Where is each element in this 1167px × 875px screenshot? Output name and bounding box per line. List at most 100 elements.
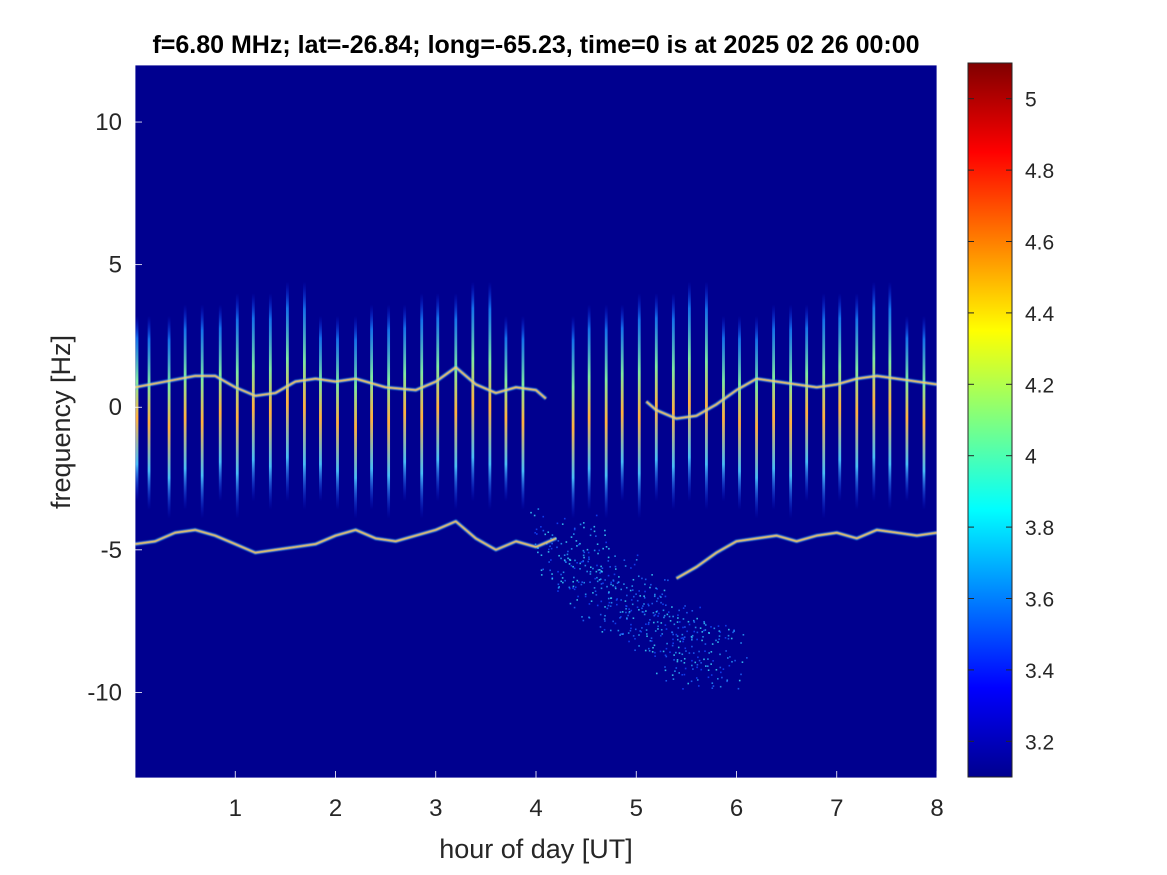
scatter-point (649, 639, 652, 642)
vertical-streak (822, 293, 826, 519)
scatter-point (596, 576, 598, 579)
scatter-point (683, 657, 686, 660)
scatter-point (682, 626, 684, 629)
scatter-point (648, 621, 650, 624)
scatter-point (635, 593, 637, 595)
scatter-point (599, 613, 602, 616)
scatter-point (547, 531, 550, 533)
scatter-point (610, 601, 613, 604)
scatter-point (628, 640, 630, 643)
scatter-point (564, 579, 566, 582)
scatter-point (610, 597, 612, 600)
vertical-streak (571, 315, 575, 519)
scatter-point (614, 555, 616, 557)
scatter-point (573, 576, 575, 579)
scatter-point (620, 633, 623, 635)
scatter-point (724, 637, 727, 639)
scatter-point (607, 574, 610, 577)
scatter-point (644, 578, 647, 581)
scatter-point (726, 679, 729, 682)
scatter-point (696, 666, 698, 669)
scatter-point (633, 563, 636, 566)
scatter-point (727, 657, 729, 659)
scatter-point (711, 682, 714, 684)
scatter-point (576, 579, 579, 582)
scatter-point (704, 643, 707, 645)
scatter-point (692, 668, 694, 670)
scatter-point (671, 674, 674, 676)
scatter-point (665, 655, 668, 658)
scatter-point (562, 581, 564, 584)
scatter-point (598, 569, 601, 571)
scatter-point (652, 646, 654, 649)
scatter-point (663, 616, 665, 619)
scatter-point (561, 523, 564, 525)
scatter-point (579, 542, 581, 545)
scatter-point (630, 627, 632, 630)
scatter-point (606, 607, 609, 610)
scatter-point (589, 581, 591, 584)
scatter-point (588, 556, 590, 559)
x-tick-label: 7 (830, 795, 843, 822)
scatter-point (601, 631, 604, 633)
x-tick-label: 5 (630, 795, 643, 822)
scatter-point (619, 634, 621, 636)
scatter-point (696, 679, 699, 681)
scatter-point (730, 637, 733, 640)
scatter-point (600, 565, 602, 568)
scatter-point (593, 525, 596, 528)
scatter-point (691, 636, 693, 639)
scatter-point (704, 629, 707, 631)
scatter-point (596, 564, 598, 567)
scatter-point (686, 611, 688, 614)
scatter-point (594, 590, 597, 593)
scatter-point (561, 577, 564, 579)
scatter-point (720, 671, 722, 674)
scatter-point (530, 511, 532, 514)
scatter-point (631, 585, 634, 587)
scatter-point (667, 579, 669, 582)
scatter-point (656, 610, 659, 612)
scatter-point (718, 635, 721, 637)
colorbar-tick-label: 4.2 (1025, 374, 1054, 397)
doppler-trace (135, 520, 557, 554)
scatter-point (657, 625, 659, 628)
doppler-trace (135, 366, 547, 400)
scatter-point (682, 607, 685, 609)
scatter-point (666, 613, 669, 616)
scatter-point (703, 620, 705, 623)
scatter-point (691, 638, 693, 641)
scatter-point (672, 615, 674, 618)
scatter-point (632, 635, 635, 637)
plot-background (135, 65, 937, 778)
scatter-point (646, 633, 648, 635)
scatter-point (642, 605, 644, 607)
vertical-streak (319, 315, 322, 502)
scatter-point (563, 554, 566, 557)
scatter-point (699, 606, 701, 609)
scatter-point (556, 522, 559, 525)
scatter-point (710, 626, 712, 628)
scatter-point (573, 527, 576, 530)
scatter-point (597, 552, 599, 555)
scatter-point (586, 548, 589, 551)
scatter-point (643, 595, 645, 598)
scatter-point (675, 667, 678, 669)
scatter-point (653, 614, 656, 617)
scatter-point (634, 649, 636, 652)
scatter-point (641, 607, 643, 610)
vertical-streak (403, 304, 407, 502)
scatter-point (693, 621, 696, 623)
scatter-point (605, 545, 608, 548)
scatter-point (677, 627, 680, 629)
scatter-point (733, 630, 735, 633)
scatter-point (589, 573, 592, 575)
scatter-point (590, 600, 593, 602)
scatter-point (537, 551, 539, 554)
scatter-point (694, 661, 697, 664)
y-axis-label: frequency [Hz] (46, 335, 76, 509)
scatter-point (641, 611, 644, 613)
scatter-point (638, 609, 640, 611)
scatter-point (572, 580, 574, 583)
scatter-point (672, 638, 674, 641)
